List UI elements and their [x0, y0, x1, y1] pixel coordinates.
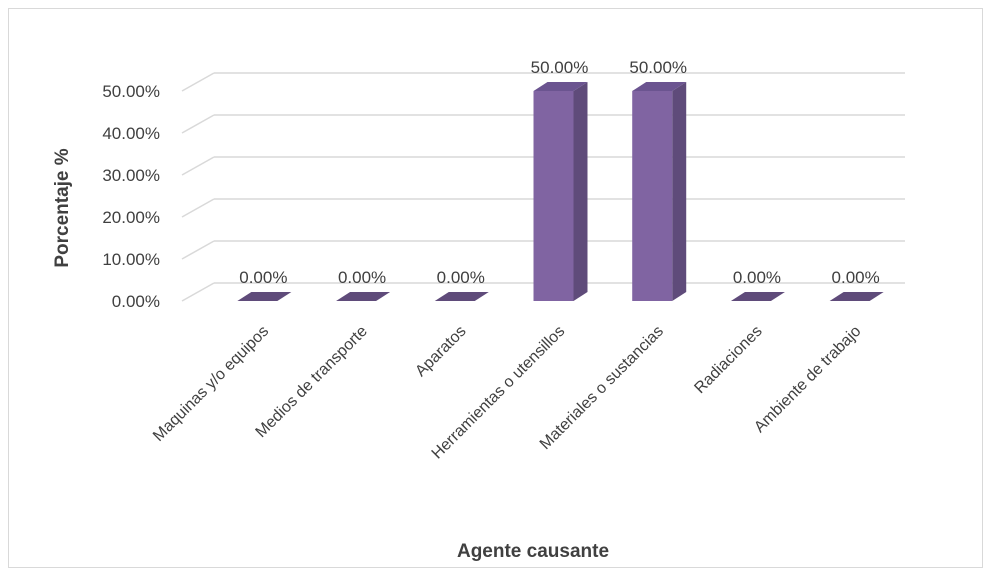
y-tick-label: 10.00%: [102, 250, 160, 269]
bar: [730, 292, 785, 301]
bar-top: [336, 292, 391, 301]
y-axis-title: Porcentaje %: [52, 148, 73, 267]
y-tick-label: 40.00%: [102, 124, 160, 143]
data-label: 0.00%: [338, 268, 386, 287]
data-label: 0.00%: [832, 268, 880, 287]
bar-top: [434, 292, 489, 301]
gridline-side: [181, 114, 215, 134]
bar-top: [632, 82, 687, 91]
chart-frame: [8, 8, 983, 568]
x-axis-title: Agente causante: [457, 541, 609, 562]
y-tick-label: 30.00%: [102, 166, 160, 185]
bar-side: [573, 82, 588, 301]
data-label: 50.00%: [629, 58, 687, 77]
gridline-side: [181, 156, 215, 176]
bar: [336, 292, 391, 301]
bar-top: [730, 292, 785, 301]
y-tick-label: 20.00%: [102, 208, 160, 227]
gridline-side: [181, 198, 215, 218]
gridline-side: [181, 72, 215, 92]
gridline-side: [181, 282, 215, 302]
bar-top: [237, 292, 292, 301]
x-tick-label: Ambiente de trabajo: [751, 323, 864, 436]
bar-front: [533, 91, 574, 301]
bars: [237, 82, 884, 301]
bar: [533, 82, 588, 301]
bar: [632, 82, 687, 301]
data-label: 50.00%: [531, 58, 589, 77]
bar: [237, 292, 292, 301]
y-tick-label: 0.00%: [112, 292, 160, 311]
data-label: 0.00%: [239, 268, 287, 287]
bar-top: [829, 292, 884, 301]
y-axis-ticks: 0.00% 10.00% 20.00% 30.00% 40.00% 50.00%: [102, 82, 160, 311]
bar: [829, 292, 884, 301]
bar-front: [632, 91, 673, 301]
x-tick-label: Medios de transporte: [253, 323, 371, 441]
x-tick-label: Aparatos: [412, 323, 469, 380]
bar: [434, 292, 489, 301]
data-label: 0.00%: [733, 268, 781, 287]
y-tick-label: 50.00%: [102, 82, 160, 101]
bar-side: [672, 82, 687, 301]
bar-top: [533, 82, 588, 91]
data-label: 0.00%: [437, 268, 485, 287]
data-labels: 0.00% 0.00% 0.00% 50.00% 50.00% 0.00% 0.00%: [239, 58, 879, 287]
x-tick-label: Radiaciones: [691, 323, 765, 397]
gridline-side: [181, 240, 215, 260]
